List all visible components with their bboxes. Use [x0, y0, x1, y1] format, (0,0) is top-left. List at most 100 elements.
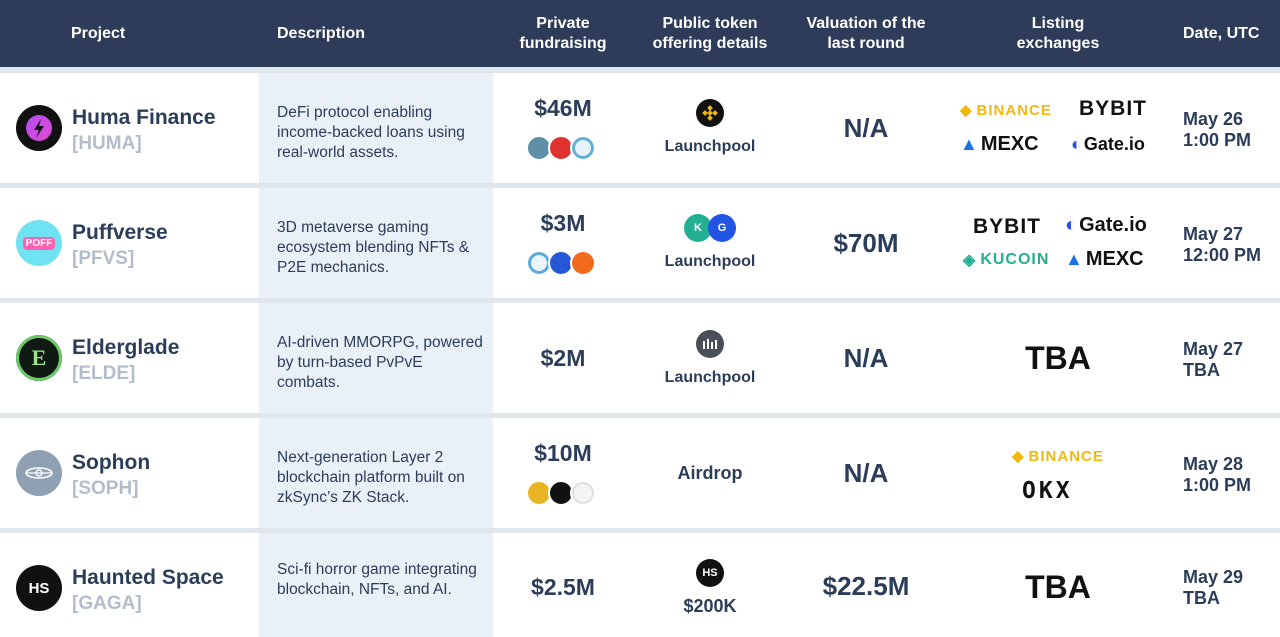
listing-date: May 27 TBA	[1183, 339, 1243, 381]
header-description: Description	[277, 24, 366, 42]
header-private-line1: Private	[536, 14, 590, 32]
valuation: $70M	[833, 228, 899, 258]
investor-icon	[548, 135, 574, 161]
kucoin-icon: ◈	[963, 252, 977, 269]
offering-details: $200K	[683, 596, 737, 616]
mexc-icon: ▲	[960, 134, 978, 154]
project-description: DeFi protocol enabling income-backed loa…	[277, 104, 465, 161]
listing-date: May 26 1:00 PM	[1183, 109, 1251, 151]
bitget-icon	[696, 330, 724, 358]
offering-details: Launchpool	[664, 369, 756, 386]
exchange-mexc: ▲ MEXC	[960, 133, 1039, 156]
description-cell-bg	[259, 73, 493, 183]
header-valuation: Valuation of the last round	[790, 0, 942, 67]
header-public-line2: offering details	[652, 34, 768, 52]
exchange-binance: ◆ BINANCE	[960, 101, 1052, 120]
offering-details: Launchpool	[664, 253, 756, 270]
date-day: May 27	[1183, 224, 1244, 244]
puff-logo-icon: POFF	[16, 220, 62, 266]
exchange-okx: OKX	[1022, 478, 1073, 504]
listing-date: May 29 TBA	[1183, 567, 1243, 609]
exchange-gate: ◐ Gate.io	[1065, 214, 1147, 237]
project-name: Huma Finance	[72, 106, 216, 129]
exchange-label: BINANCE	[1028, 447, 1104, 465]
project-ticker: [PFVS]	[72, 248, 135, 269]
valuation: N/A	[843, 343, 889, 373]
exchange-gate: ◐ Gate.io	[1071, 134, 1145, 155]
project-description: 3D metaverse gaming ecosystem blending N…	[277, 219, 470, 276]
header-public-offering: Public token offering details	[640, 0, 780, 67]
exchange-label: BINANCE	[976, 101, 1052, 119]
fundraising-amount: $46M	[534, 95, 592, 121]
investor-icon	[548, 250, 574, 276]
header-listing-line2: exchanges	[1016, 34, 1100, 52]
listing-date: May 27 12:00 PM	[1183, 224, 1261, 266]
table-row: Huma Finance [HUMA] DeFi protocol enabli…	[0, 73, 1280, 183]
exchange-label: Gate.io	[1083, 134, 1145, 154]
fundraising-amount: $10M	[534, 440, 592, 466]
exchange-label: MEXC	[1085, 248, 1144, 270]
project-description: Sci-fi horror game integrating blockchai…	[277, 561, 477, 598]
header-valuation-line1: Valuation of the	[806, 14, 926, 32]
project-name: Haunted Space	[72, 566, 224, 589]
fundraising-amount: $3M	[540, 210, 586, 236]
offering-details: Airdrop	[677, 463, 743, 483]
sophon-logo-icon	[16, 450, 62, 496]
investor-icon	[570, 480, 596, 506]
header-private-fundraising: Private fundraising	[500, 0, 626, 67]
description-cell-bg	[259, 188, 493, 298]
header-public-line1: Public token	[662, 14, 758, 32]
table-row: HS Haunted Space [GAGA] Sci-fi horror ga…	[0, 533, 1280, 637]
table-header: Project Description Private fundraising P…	[0, 0, 1280, 67]
header-date: Date, UTC	[1183, 24, 1260, 42]
exchange-kucoin: ◈ KUCOIN	[963, 250, 1049, 270]
project-name: Puffverse	[72, 221, 168, 244]
project-ticker: [ELDE]	[72, 363, 136, 384]
exchange-mexc: ▲ MEXC	[1065, 248, 1144, 271]
listing-date: May 28 1:00 PM	[1183, 454, 1251, 496]
header-valuation-line2: last round	[827, 34, 905, 52]
header-listing-line1: Listing	[1031, 14, 1085, 32]
gate-icon: G	[708, 214, 736, 242]
offering-details: Launchpool	[664, 138, 756, 155]
project-description: AI-driven MMORPG, powered by turn-based …	[277, 334, 483, 391]
description-cell-bg	[259, 303, 493, 413]
table-row: POFF Puffverse [PFVS] 3D metaverse gamin…	[0, 188, 1280, 298]
exchanges-tba: TBA	[1025, 340, 1091, 376]
date-day: May 26	[1183, 109, 1244, 129]
date-time: TBA	[1183, 588, 1220, 608]
gate-icon: ◐	[1065, 214, 1078, 236]
date-day: May 29	[1183, 567, 1244, 587]
mexc-icon: ▲	[1065, 249, 1083, 269]
exchange-label: KUCOIN	[980, 251, 1050, 268]
investor-logos	[526, 480, 596, 508]
project-ticker: [SOPH]	[72, 478, 139, 499]
valuation: N/A	[843, 458, 889, 488]
valuation: $22.5M	[822, 571, 910, 601]
exchange-label: Gate.io	[1079, 214, 1147, 236]
investor-icon	[570, 250, 596, 276]
fundraising-amount: $2M	[540, 345, 586, 371]
date-time: TBA	[1183, 360, 1220, 380]
date-time: 1:00 PM	[1183, 475, 1252, 495]
date-time: 1:00 PM	[1183, 130, 1252, 150]
hs-icon: HS	[696, 559, 724, 587]
project-name: Elderglade	[72, 336, 180, 359]
exchange-bybit: BYBIT	[973, 215, 1041, 238]
kucoin-icon: K	[684, 214, 712, 242]
header-listing-exchanges: Listing exchanges	[980, 0, 1136, 67]
project-ticker: [HUMA]	[72, 133, 142, 154]
valuation: N/A	[843, 113, 889, 143]
investor-logos	[526, 135, 596, 163]
investor-logos	[526, 250, 596, 278]
binance-icon: ◆	[960, 102, 973, 119]
exchange-bybit: BYBIT	[1079, 97, 1147, 120]
binance-icon	[696, 99, 724, 127]
hs-logo-icon: HS	[16, 565, 62, 611]
table-row: Sophon [SOPH] Next-generation Layer 2 bl…	[0, 418, 1280, 528]
project-description: Next-generation Layer 2 blockchain platf…	[277, 449, 465, 506]
investor-icon	[570, 135, 596, 161]
huma-logo-icon	[16, 105, 62, 151]
project-ticker: [GAGA]	[72, 593, 142, 614]
